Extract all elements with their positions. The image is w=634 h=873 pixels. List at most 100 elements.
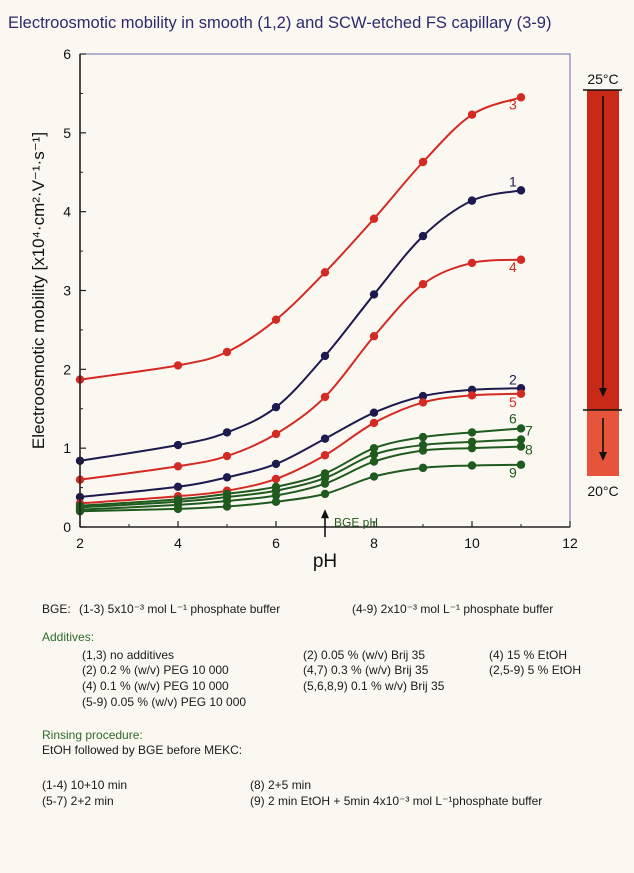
data-point <box>516 389 526 398</box>
data-point <box>173 482 183 491</box>
y-tick-label: 2 <box>63 361 71 377</box>
y-tick-label: 5 <box>63 125 71 141</box>
temperature-bottom-label: 20°C <box>587 483 618 499</box>
series-line <box>79 189 522 462</box>
additive-item: (4) 0.1 % (w/v) PEG 10 000 <box>82 679 229 693</box>
data-point <box>369 457 379 466</box>
data-point <box>320 392 330 402</box>
y-tick-label: 4 <box>63 204 71 220</box>
data-point <box>222 428 232 437</box>
data-point <box>222 502 232 511</box>
temperature-arrow-head <box>599 388 607 397</box>
data-point <box>271 429 281 439</box>
data-point <box>418 398 428 407</box>
data-point <box>467 443 477 453</box>
additive-item: (2) 0.05 % (w/v) Brij 35 <box>303 648 426 662</box>
data-point <box>467 110 477 119</box>
series-line <box>79 445 522 511</box>
additive-item: (1,3) no additives <box>82 648 175 662</box>
data-point <box>516 424 526 433</box>
series-label: 8 <box>525 442 533 458</box>
data-point <box>418 231 428 241</box>
x-axis-label: pH <box>313 551 337 572</box>
data-point <box>271 459 281 469</box>
bge-label: BGE: <box>42 602 71 616</box>
data-point <box>369 450 379 459</box>
series-label: 9 <box>509 465 517 481</box>
x-tick-label: 12 <box>562 535 578 551</box>
additives-label: Additives: <box>42 630 95 644</box>
additive-item: (5-9) 0.05 % (w/v) PEG 10 000 <box>82 695 247 709</box>
data-point <box>418 432 428 442</box>
bge-text-1: (1-3) 5x10⁻³ mol L⁻¹ phosphate buffer <box>79 602 281 616</box>
additive-item: (5,6,8,9) 0.1 % w/v) Brij 35 <box>303 679 445 693</box>
data-point <box>173 361 183 370</box>
data-point <box>320 479 330 488</box>
data-point <box>271 497 281 506</box>
additive-item: (4) 15 % EtOH <box>489 648 568 662</box>
x-tick-label: 10 <box>464 535 480 551</box>
y-axis-label: Electroosmotic mobility [x10⁴·cm²·V⁻¹·s⁻… <box>29 132 48 449</box>
series-1: 1 <box>75 173 526 465</box>
data-point <box>418 391 428 401</box>
data-point <box>467 461 477 470</box>
rinsing-item: (5-7) 2+2 min <box>42 794 114 808</box>
data-point <box>369 408 379 417</box>
series-label: 7 <box>525 422 533 438</box>
data-point <box>516 255 526 264</box>
data-point <box>369 418 379 428</box>
rinsing-item: (9) 2 min EtOH + 5min 4x10⁻³ mol L⁻¹phos… <box>250 794 543 808</box>
data-point <box>173 462 183 471</box>
data-point <box>173 440 183 450</box>
data-point <box>516 186 526 195</box>
data-point <box>467 428 477 437</box>
series-label: 3 <box>509 96 517 112</box>
data-point <box>418 463 428 473</box>
series-label: 4 <box>509 259 517 275</box>
data-point <box>516 460 526 469</box>
data-point <box>516 435 526 444</box>
data-point <box>418 157 428 167</box>
data-point <box>369 472 379 481</box>
data-point <box>369 214 379 223</box>
x-tick-label: 2 <box>76 535 84 551</box>
additive-item: (2) 0.2 % (w/v) PEG 10 000 <box>82 663 229 677</box>
bge-arrow-head <box>321 509 329 519</box>
data-point <box>418 279 428 289</box>
rinsing-item: (1-4) 10+10 min <box>42 778 128 792</box>
data-point <box>516 93 526 102</box>
data-point <box>467 258 477 268</box>
additive-item: (2,5-9) 5 % EtOH <box>489 663 582 677</box>
y-tick-label: 1 <box>63 440 71 456</box>
temperature-arrow-head <box>599 452 607 461</box>
x-tick-label: 6 <box>272 535 280 551</box>
temperature-top-label: 25°C <box>587 71 618 87</box>
data-point <box>369 290 379 299</box>
data-point <box>222 473 232 482</box>
series-6: 6 <box>75 410 526 510</box>
data-point <box>369 332 379 341</box>
series-5: 5 <box>75 389 526 508</box>
y-tick-label: 0 <box>63 519 71 535</box>
data-point <box>320 434 330 443</box>
data-point <box>320 451 330 460</box>
series-3: 3 <box>75 93 526 384</box>
series-label: 1 <box>509 173 517 189</box>
series-line <box>79 96 522 381</box>
data-point <box>467 196 477 205</box>
series-label: 5 <box>509 394 517 410</box>
x-tick-label: 8 <box>370 535 378 551</box>
y-tick-label: 6 <box>63 46 71 62</box>
data-point <box>369 443 379 453</box>
data-point <box>222 347 232 357</box>
rinsing-item: (8) 2+5 min <box>250 778 312 792</box>
data-point <box>173 504 183 514</box>
data-point <box>467 437 477 447</box>
y-tick-label: 3 <box>63 283 71 299</box>
data-point <box>271 315 281 324</box>
data-point <box>418 446 428 455</box>
series-4: 4 <box>75 255 526 484</box>
bge-text-2: (4-9) 2x10⁻³ mol L⁻¹ phosphate buffer <box>352 602 554 616</box>
